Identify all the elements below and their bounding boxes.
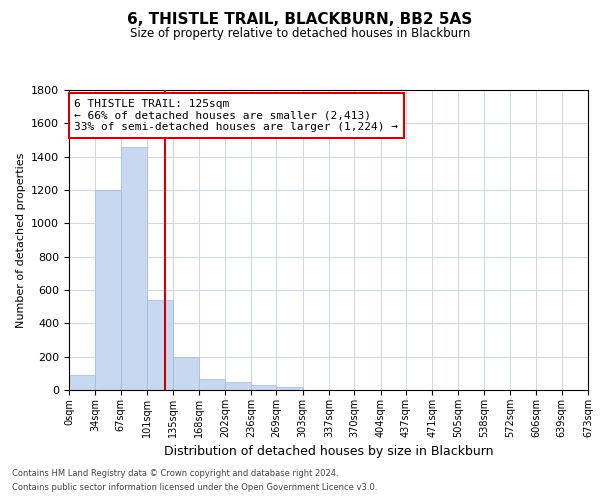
Bar [173,356,199,390]
Bar [251,385,277,390]
Bar [121,146,147,390]
Text: 6, THISTLE TRAIL, BLACKBURN, BB2 5AS: 6, THISTLE TRAIL, BLACKBURN, BB2 5AS [127,12,473,28]
Text: Contains public sector information licensed under the Open Government Licence v3: Contains public sector information licen… [12,484,377,492]
Text: Contains HM Land Registry data © Crown copyright and database right 2024.: Contains HM Land Registry data © Crown c… [12,468,338,477]
X-axis label: Distribution of detached houses by size in Blackburn: Distribution of detached houses by size … [164,446,493,458]
Y-axis label: Number of detached properties: Number of detached properties [16,152,26,328]
Text: Size of property relative to detached houses in Blackburn: Size of property relative to detached ho… [130,28,470,40]
Bar [225,382,251,390]
Bar [69,375,95,390]
Text: 6 THISTLE TRAIL: 125sqm
← 66% of detached houses are smaller (2,413)
33% of semi: 6 THISTLE TRAIL: 125sqm ← 66% of detache… [74,99,398,132]
Bar [95,190,121,390]
Bar [147,300,173,390]
Bar [277,386,302,390]
Bar [199,379,225,390]
